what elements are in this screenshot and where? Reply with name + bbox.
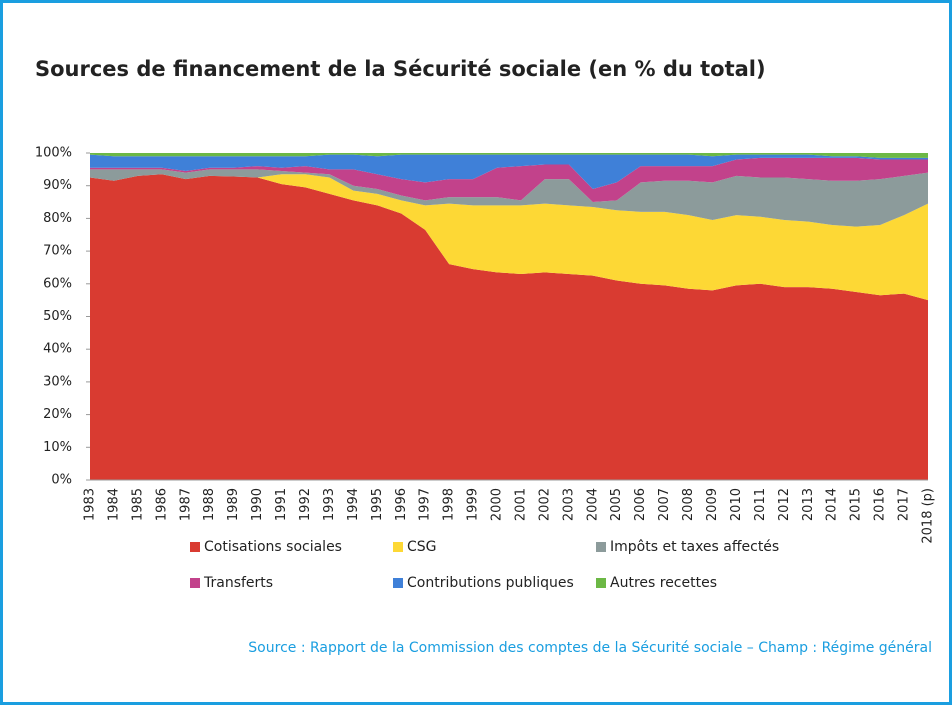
x-tick-label: 1983 [83,488,98,521]
x-tick-label: 1993 [322,488,337,521]
x-tick-label: 1987 [178,488,193,521]
area [90,153,928,158]
x-tick-label: 1998 [442,488,457,521]
legend-label: Contributions publiques [407,575,574,591]
x-tick-label: 1985 [130,488,145,521]
y-tick-label: 80% [43,211,72,226]
legend-label: Autres recettes [610,575,717,591]
legend-swatch [393,542,403,552]
y-tick-label: 30% [43,374,72,389]
legend-swatch [190,578,200,588]
x-tick-label: 2015 [849,488,864,521]
legend-label: Impôts et taxes affectés [610,539,779,555]
legend-label: CSG [407,539,437,555]
legend-label: Transferts [203,575,273,591]
area [90,154,928,189]
x-tick-label: 2005 [609,488,624,521]
y-tick-label: 90% [43,178,72,193]
x-tick-label: 2001 [513,488,528,521]
x-tick-label: 1997 [418,488,433,521]
x-tick-label: 1992 [298,488,313,521]
x-tick-label: 1995 [370,488,385,521]
source: Source : Rapport de la Commission des co… [248,640,932,656]
x-tick-label: 2006 [633,488,648,521]
legend-swatch [596,542,606,552]
y-tick-label: 20% [43,407,72,422]
x-tick-label: 2008 [681,488,696,521]
x-tick-label: 1984 [106,488,121,521]
area [90,174,928,480]
y-tick-label: 70% [43,244,72,259]
x-tick-label: 1986 [154,488,169,521]
y-tick-label: 100% [35,146,72,161]
x-tick-label: 1989 [226,488,241,521]
legend-label: Cotisations sociales [204,539,342,555]
legend-swatch [393,578,403,588]
x-tick-label: 2011 [753,488,768,521]
y-tick-label: 50% [43,309,72,324]
y-tick-label: 40% [43,342,72,357]
area [90,174,928,301]
area [90,169,928,227]
area [90,157,928,203]
chart-title: Sources de financement de la Sécurité so… [35,57,766,81]
x-tick-label: 2003 [561,488,576,521]
x-tick-label: 1991 [274,488,289,521]
legend-swatch [596,578,606,588]
x-tick-label: 2017 [897,488,912,521]
legend-swatch [190,542,200,552]
x-tick-label: 2018 (p) [921,488,936,544]
x-tick-label: 1990 [250,488,265,521]
y-tick-label: 60% [43,276,72,291]
x-tick-label: 1994 [346,488,361,521]
x-tick-label: 2004 [585,488,600,521]
y-tick-label: 10% [43,440,72,455]
x-tick-label: 2012 [777,488,792,521]
x-tick-label: 2014 [825,488,840,521]
x-tick-label: 2002 [537,488,552,521]
x-tick-label: 2016 [873,488,888,521]
x-tick-label: 2009 [705,488,720,521]
x-tick-label: 2013 [801,488,816,521]
x-tick-label: 2007 [657,488,672,521]
x-tick-label: 2010 [729,488,744,521]
x-tick-label: 1999 [466,488,481,521]
x-tick-label: 1988 [202,488,217,521]
x-tick-label: 1996 [394,488,409,521]
y-tick-label: 0% [51,473,72,488]
x-tick-label: 2000 [490,488,505,521]
